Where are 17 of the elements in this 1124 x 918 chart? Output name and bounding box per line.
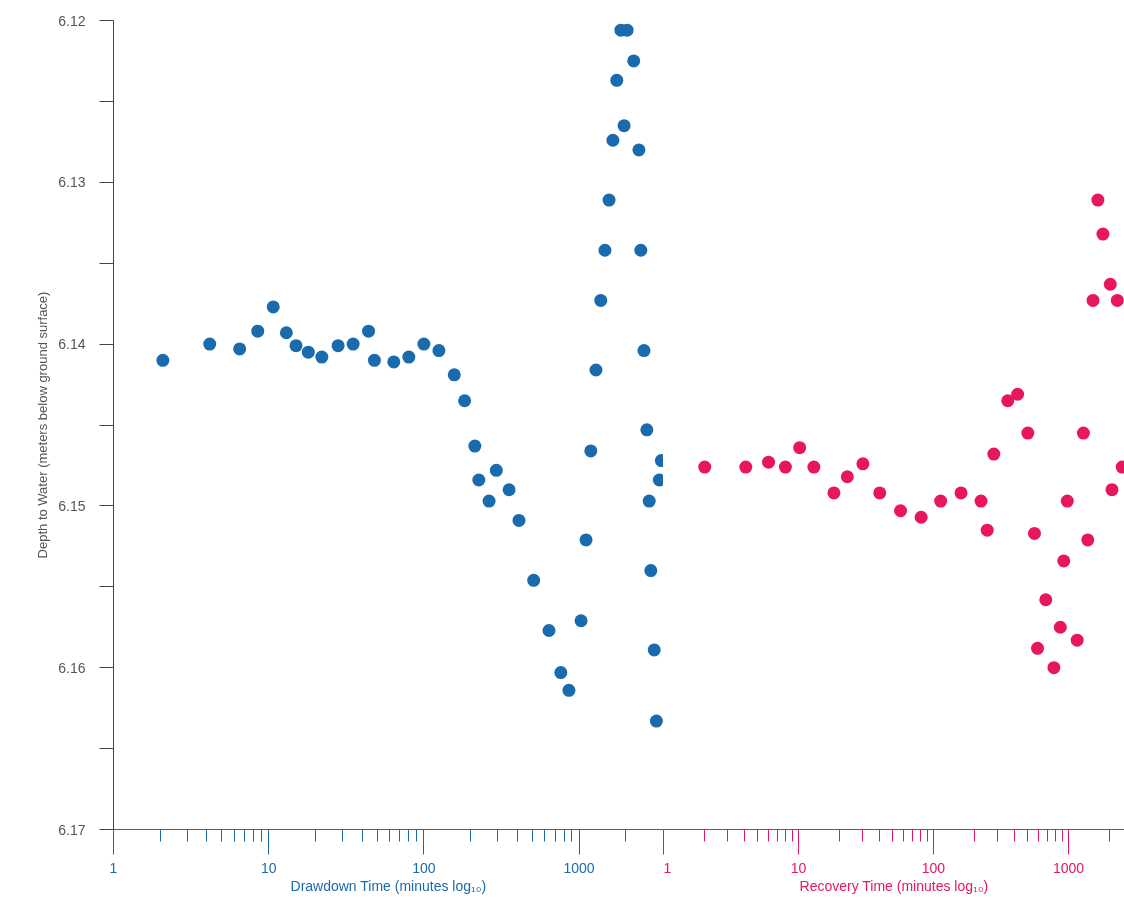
- y-tick-label: 6.15: [58, 497, 86, 514]
- y-tick-label: 6.16: [58, 659, 86, 676]
- y-tick-label: 6.12: [58, 12, 86, 29]
- x-tick-label: 1: [109, 859, 118, 876]
- y-tick-label: 6.17: [58, 821, 86, 838]
- x-tick-label: 100: [412, 859, 436, 876]
- x-tick-label: 10: [260, 859, 277, 876]
- y-tick-label: 6.14: [58, 336, 86, 353]
- y-tick-label: 6.13: [58, 174, 86, 191]
- y-axis-title: Depth to Water (meters below ground surface): [35, 291, 51, 559]
- x-axis-title: Recovery Time (minutes log₁₀): [799, 877, 989, 894]
- x-tick-label: 10: [790, 859, 807, 876]
- x-tick-label: 1000: [563, 859, 595, 876]
- x-tick-label: 1000: [1052, 859, 1085, 876]
- x-tick-label: 100: [921, 859, 946, 876]
- x-tick-label: 1: [663, 859, 672, 876]
- x-axis-title: Drawdown Time (minutes log₁₀): [290, 877, 487, 894]
